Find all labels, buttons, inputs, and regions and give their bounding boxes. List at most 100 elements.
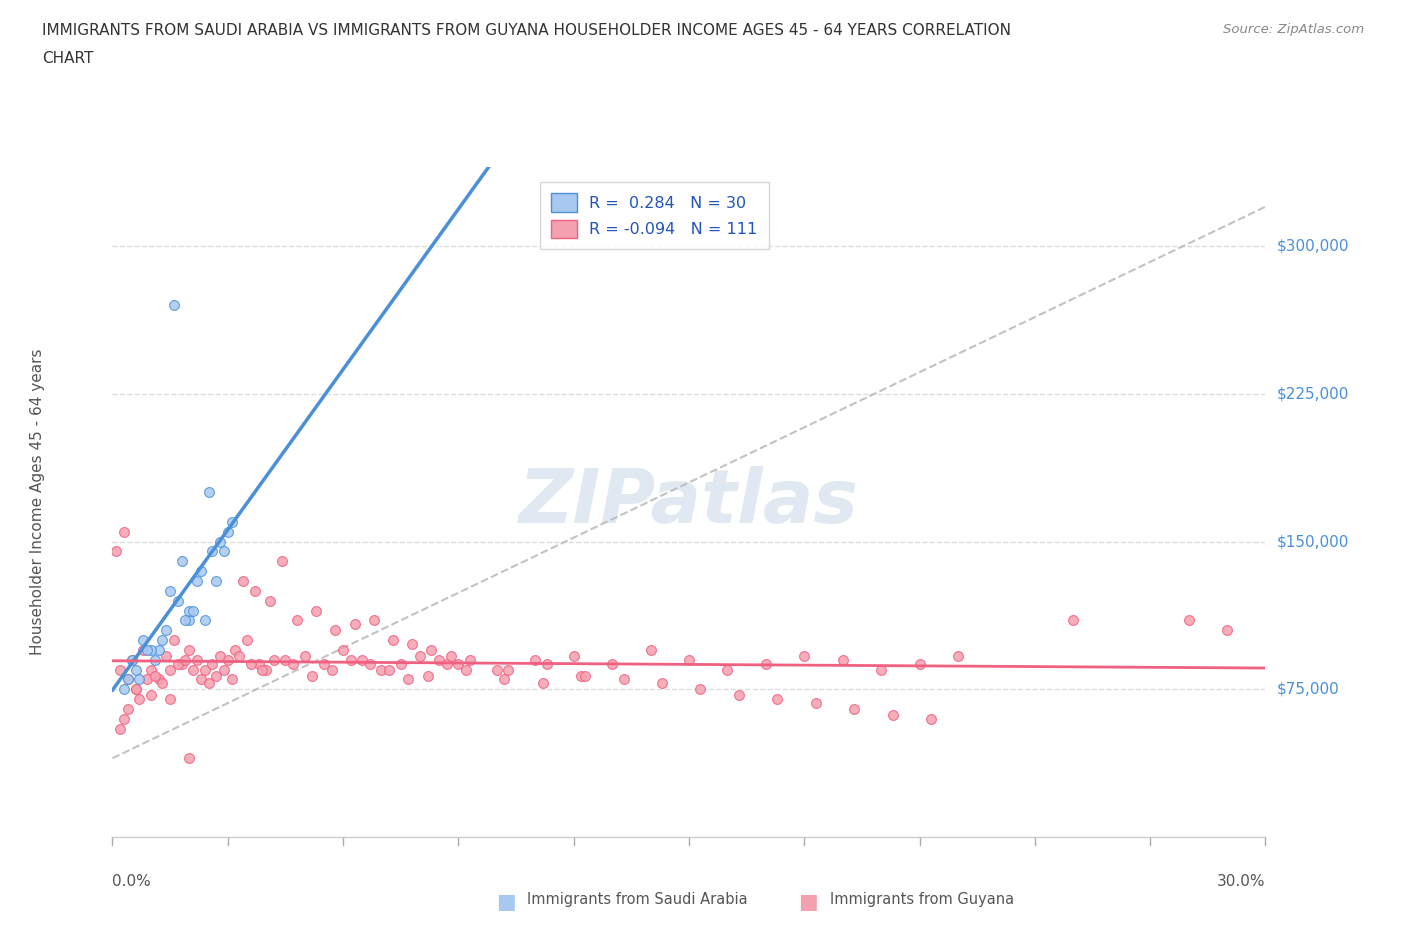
Point bbox=[882, 708, 904, 723]
Point bbox=[186, 652, 208, 667]
Point bbox=[121, 652, 143, 667]
Point bbox=[190, 672, 212, 687]
Point bbox=[689, 682, 711, 697]
Point bbox=[194, 613, 217, 628]
Point bbox=[285, 613, 308, 628]
Point bbox=[281, 657, 304, 671]
Point bbox=[197, 485, 219, 499]
Point bbox=[152, 676, 174, 691]
Point bbox=[136, 672, 159, 687]
Point bbox=[378, 662, 401, 677]
Point bbox=[139, 662, 162, 677]
Point bbox=[155, 623, 177, 638]
Point bbox=[427, 652, 450, 667]
Point bbox=[179, 603, 201, 618]
Point bbox=[166, 593, 188, 608]
Point bbox=[239, 657, 262, 671]
Point bbox=[105, 544, 128, 559]
Text: ZIPatlas: ZIPatlas bbox=[519, 466, 859, 538]
Point bbox=[1062, 613, 1084, 628]
Point bbox=[179, 751, 201, 765]
Text: Immigrants from Guyana: Immigrants from Guyana bbox=[830, 892, 1014, 907]
Point bbox=[370, 662, 392, 677]
Point bbox=[148, 643, 170, 658]
Point bbox=[274, 652, 297, 667]
Point bbox=[640, 643, 662, 658]
Point bbox=[920, 711, 942, 726]
Point bbox=[143, 668, 166, 683]
Point bbox=[174, 652, 197, 667]
Point bbox=[117, 672, 139, 687]
Point bbox=[531, 676, 554, 691]
Point bbox=[163, 298, 186, 312]
Point bbox=[132, 632, 155, 647]
Point bbox=[201, 544, 224, 559]
Point bbox=[224, 643, 246, 658]
Point bbox=[908, 657, 931, 671]
Point bbox=[946, 648, 969, 663]
Point bbox=[352, 652, 374, 667]
Text: 30.0%: 30.0% bbox=[1218, 874, 1265, 889]
Point bbox=[454, 662, 477, 677]
Point bbox=[190, 564, 212, 578]
Point bbox=[201, 657, 224, 671]
Point bbox=[524, 652, 547, 667]
Point bbox=[174, 613, 197, 628]
Point bbox=[436, 657, 458, 671]
Point bbox=[440, 648, 463, 663]
Point bbox=[613, 672, 636, 687]
Point bbox=[179, 643, 201, 658]
Text: IMMIGRANTS FROM SAUDI ARABIA VS IMMIGRANTS FROM GUYANA HOUSEHOLDER INCOME AGES 4: IMMIGRANTS FROM SAUDI ARABIA VS IMMIGRAN… bbox=[42, 23, 1011, 38]
Point bbox=[205, 574, 228, 589]
Point bbox=[124, 682, 146, 697]
Point bbox=[339, 652, 361, 667]
Point bbox=[716, 662, 738, 677]
Point bbox=[1177, 613, 1199, 628]
Point bbox=[139, 643, 162, 658]
Point bbox=[124, 682, 146, 697]
Point bbox=[831, 652, 853, 667]
Point bbox=[270, 554, 292, 569]
Point bbox=[212, 544, 235, 559]
Point bbox=[205, 668, 228, 683]
Point bbox=[485, 662, 508, 677]
Point bbox=[401, 636, 423, 651]
Point bbox=[263, 652, 285, 667]
Point bbox=[305, 603, 328, 618]
Point bbox=[325, 623, 347, 638]
Point bbox=[186, 574, 208, 589]
Point bbox=[209, 648, 232, 663]
Point bbox=[382, 632, 405, 647]
Point bbox=[139, 688, 162, 703]
Text: ■: ■ bbox=[799, 892, 818, 912]
Text: CHART: CHART bbox=[42, 51, 94, 66]
Point bbox=[136, 643, 159, 658]
Point bbox=[121, 652, 143, 667]
Point bbox=[108, 662, 131, 677]
Text: $225,000: $225,000 bbox=[1277, 386, 1348, 402]
Text: Immigrants from Saudi Arabia: Immigrants from Saudi Arabia bbox=[527, 892, 748, 907]
Point bbox=[117, 701, 139, 716]
Point bbox=[458, 652, 481, 667]
Point bbox=[562, 648, 585, 663]
Point bbox=[447, 657, 470, 671]
Point bbox=[420, 643, 443, 658]
Point bbox=[409, 648, 432, 663]
Point bbox=[132, 643, 155, 658]
Text: $300,000: $300,000 bbox=[1277, 239, 1348, 254]
Point bbox=[254, 662, 277, 677]
Point bbox=[359, 657, 381, 671]
Point bbox=[159, 692, 181, 707]
Point bbox=[236, 632, 259, 647]
Point bbox=[363, 613, 385, 628]
Point bbox=[232, 574, 254, 589]
Point bbox=[159, 662, 181, 677]
Point bbox=[209, 534, 232, 549]
Point bbox=[600, 657, 623, 671]
Point bbox=[728, 688, 751, 703]
Text: $75,000: $75,000 bbox=[1277, 682, 1340, 697]
Point bbox=[108, 722, 131, 737]
Point bbox=[844, 701, 866, 716]
Text: ■: ■ bbox=[496, 892, 516, 912]
Point bbox=[536, 657, 558, 671]
